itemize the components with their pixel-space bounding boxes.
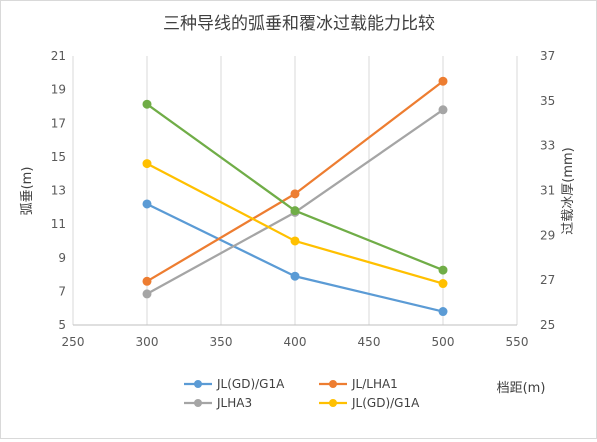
y2-axis-title: 过载冰厚(mm) — [561, 147, 576, 234]
data-point — [290, 206, 300, 216]
data-point — [142, 289, 152, 299]
y2-tick-label: 35 — [540, 94, 555, 108]
legend-label: JL/LHA1 — [351, 377, 398, 391]
data-point — [290, 271, 300, 281]
data-point — [290, 189, 300, 199]
series-layer — [142, 76, 448, 317]
data-point — [142, 199, 152, 209]
x-tick-label: 250 — [62, 335, 85, 349]
x-tick-label: 500 — [432, 335, 455, 349]
y-tick-label: 17 — [51, 116, 66, 130]
legend-marker — [194, 399, 202, 407]
y2-tick-label: 31 — [540, 184, 555, 198]
y2-tick-label: 25 — [540, 318, 555, 332]
data-point — [438, 307, 448, 317]
y2-tick-label: 33 — [540, 139, 555, 153]
y-tick-label: 7 — [58, 284, 66, 298]
legend-label: JL(GD)/G1A — [216, 377, 285, 391]
y-tick-label: 9 — [58, 251, 66, 265]
y2-tick-label: 29 — [540, 228, 555, 242]
y-tick-label: 11 — [51, 217, 66, 231]
y2-tick-label: 37 — [540, 49, 555, 63]
data-point — [438, 279, 448, 289]
data-point — [438, 265, 448, 275]
x-tick-label: 400 — [284, 335, 307, 349]
y2-tick-label: 27 — [540, 273, 555, 287]
y-tick-label: 21 — [51, 49, 66, 63]
y-tick-label: 5 — [58, 318, 66, 332]
chart-title: 三种导线的弧垂和覆冰过载能力比较 — [163, 14, 435, 34]
x-tick-label: 450 — [358, 335, 381, 349]
x-tick-label: 300 — [136, 335, 159, 349]
x-axis-title: 档距(m) — [497, 381, 546, 396]
legend: JL(GD)/G1A JL/LHA1 JLHA3 JL(GD)/G1A — [184, 377, 420, 410]
data-point — [290, 236, 300, 246]
data-point — [438, 105, 448, 115]
data-point — [438, 76, 448, 86]
y-tick-label: 15 — [51, 150, 66, 164]
x-tick-label: 550 — [506, 335, 529, 349]
legend-marker — [329, 380, 337, 388]
data-point — [142, 99, 152, 109]
data-point — [142, 276, 152, 286]
y-tick-label: 13 — [51, 184, 66, 198]
x-tick-label: 350 — [210, 335, 233, 349]
tick-layer: 250 300 350 400 450 500 550 5 7 9 11 13 15 17 19 21 25 27… — [51, 49, 556, 349]
legend-marker — [194, 380, 202, 388]
legend-marker — [329, 399, 337, 407]
data-point — [142, 159, 152, 169]
legend-label: JLHA3 — [216, 396, 252, 410]
y-tick-label: 19 — [51, 83, 66, 97]
legend-label: JL(GD)/G1A — [351, 396, 420, 410]
y-axis-title: 弧垂(m) — [20, 167, 35, 216]
